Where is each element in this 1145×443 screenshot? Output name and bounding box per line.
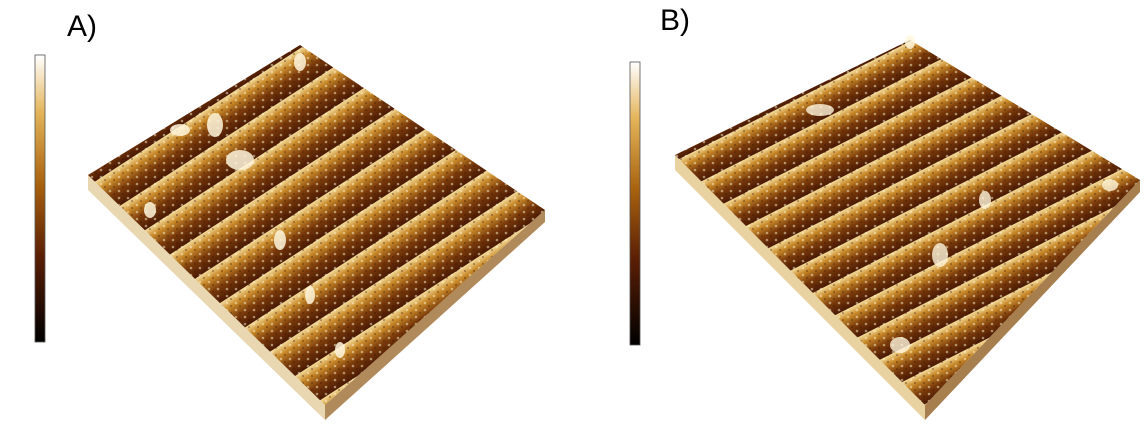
page: {"panels": [{"label": "A)"}, {"label": "…	[0, 0, 1145, 443]
surface-texture	[88, 45, 545, 405]
color-bar	[630, 62, 640, 345]
color-bar	[35, 55, 45, 342]
figure: A) B)	[0, 0, 1145, 443]
panel-label: B)	[660, 4, 690, 37]
panel-a: A)	[35, 10, 545, 420]
panel-label: A)	[67, 10, 97, 43]
panel-b: B)	[630, 4, 1140, 420]
